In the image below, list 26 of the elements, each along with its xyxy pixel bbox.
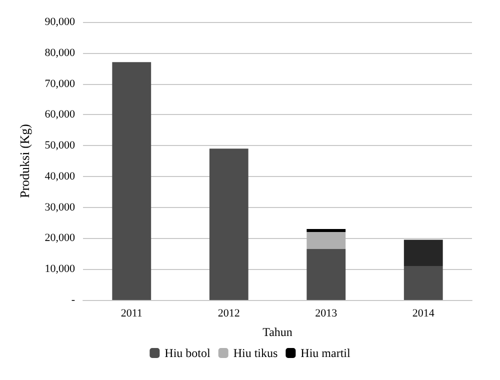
bar bbox=[306, 249, 346, 300]
y-tick-label: 20,000 bbox=[44, 232, 76, 244]
y-tick-label: 50,000 bbox=[44, 140, 76, 152]
y-tick-label: 90,000 bbox=[44, 16, 76, 28]
x-tick-label: 2013 bbox=[315, 308, 338, 320]
x-tick-label: 2014 bbox=[412, 308, 435, 320]
y-tick-label: 60,000 bbox=[44, 108, 76, 121]
bar bbox=[112, 62, 152, 300]
bar bbox=[209, 148, 248, 300]
y-tick-label: 10,000 bbox=[44, 263, 76, 276]
y-axis-title: Produksi (Kg) bbox=[17, 124, 32, 198]
y-tick-label: 80,000 bbox=[44, 46, 76, 59]
y-tick-label: - bbox=[71, 294, 76, 306]
bar bbox=[404, 266, 443, 300]
bar bbox=[404, 240, 443, 266]
x-tick-label: 2011 bbox=[120, 308, 142, 320]
bar bbox=[306, 232, 346, 250]
legend-label: Hiu tikus bbox=[233, 346, 278, 360]
legend-label: Hiu botol bbox=[164, 346, 211, 360]
legend-label: Hiu martil bbox=[300, 346, 351, 360]
x-axis-title: Tahun bbox=[262, 325, 292, 339]
x-tick-label: 2012 bbox=[218, 308, 240, 320]
y-tick-label: 40,000 bbox=[44, 170, 76, 182]
y-tick-label: 30,000 bbox=[44, 201, 76, 214]
y-tick-label: 70,000 bbox=[44, 78, 76, 90]
bar bbox=[306, 228, 346, 232]
